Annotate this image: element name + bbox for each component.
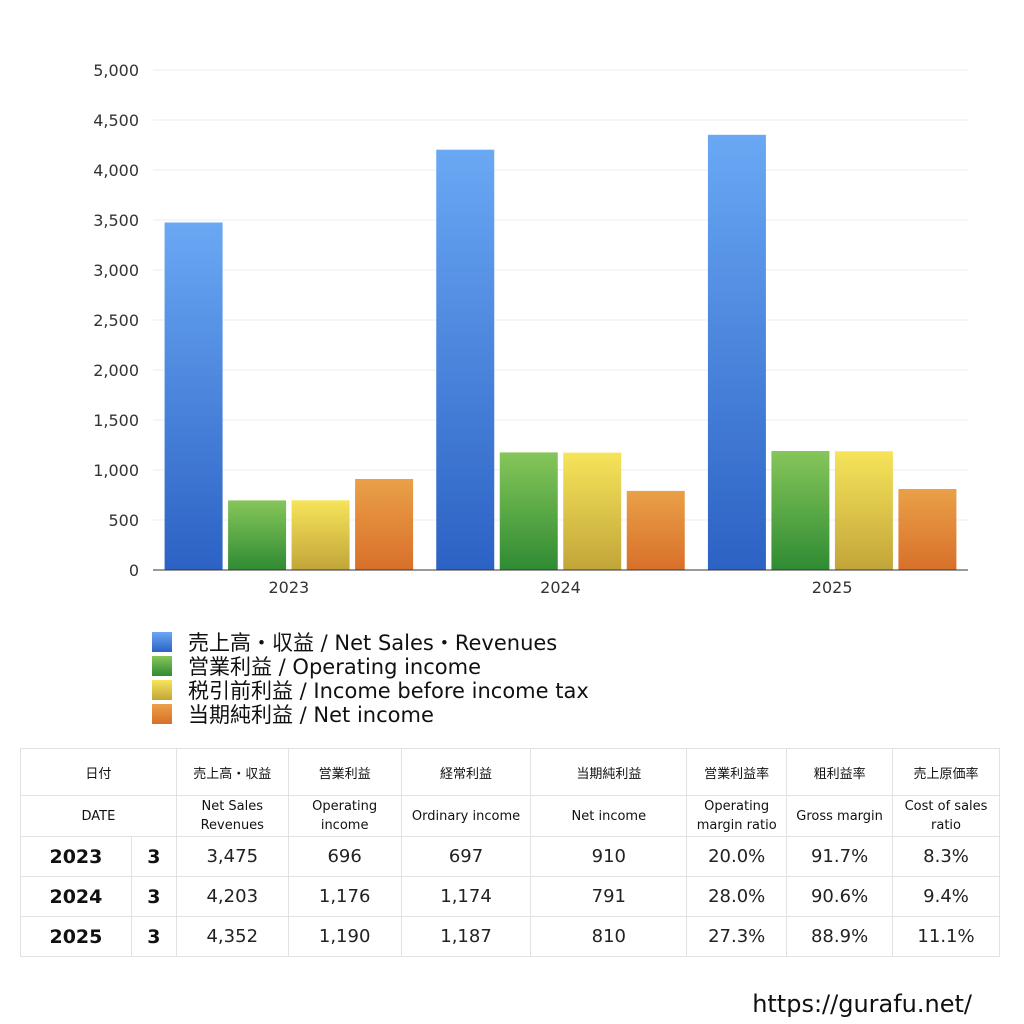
table-header-en: DATE Net Sales Revenues Operating income… [20, 795, 1000, 837]
header-sales-jp: 売上高・収益 [175, 748, 289, 796]
header-ordinary-jp: 経常利益 [400, 748, 532, 796]
y-tick-label: 2,000 [93, 361, 139, 380]
row-year: 2025 [20, 916, 132, 957]
x-tick-label: 2023 [268, 578, 309, 597]
header-gross-margin-en: Gross margin [786, 795, 894, 837]
legend-swatch-operating-income [152, 656, 172, 676]
y-tick-label: 3,500 [93, 211, 139, 230]
row-ordinary: 1,174 [400, 876, 532, 917]
legend-swatch-net-sales [152, 632, 172, 652]
bars [164, 134, 957, 571]
header-operating-jp: 営業利益 [287, 748, 402, 796]
bar-chart: 0 500 1,000 1,500 2,000 2,500 3,000 3,500 4,000 4… [93, 61, 968, 597]
y-axis-ticks: 0 500 1,000 1,500 2,000 2,500 3,000 3,500 4,000 4… [93, 61, 139, 580]
footer-url[interactable]: https://gurafu.net/ [752, 990, 972, 1018]
header-op-margin-jp: 営業利益率 [686, 748, 788, 796]
header-cost-ratio-en: Cost of sales ratio [892, 795, 1000, 837]
bar-2024-series-1 [499, 452, 558, 570]
legend-label-operating-income: 営業利益 / Operating income [188, 655, 482, 679]
bar-2025-series-3 [898, 489, 957, 570]
row-year: 2024 [20, 876, 132, 917]
header-operating-en: Operating income [287, 795, 402, 837]
bar-2023-series-0 [164, 222, 223, 570]
row-gross-margin: 91.7% [786, 836, 894, 877]
legend-swatch-net-income [152, 704, 172, 724]
row-ordinary: 1,187 [400, 916, 532, 957]
table-header-jp: 日付 売上高・収益 営業利益 経常利益 当期純利益 営業利益率 粗利益率 売上原… [20, 748, 1000, 796]
table-row: 2025 3 4,352 1,190 1,187 810 27.3% 88.9%… [20, 916, 1000, 957]
y-tick-label: 1,000 [93, 461, 139, 480]
legend-label-income-before-tax: 税引前利益 / Income before income tax [188, 679, 589, 703]
bar-2025-series-0 [707, 134, 766, 571]
header-sales-en: Net Sales Revenues [175, 795, 289, 837]
row-net: 910 [530, 836, 688, 877]
bar-2024-series-0 [436, 149, 495, 570]
row-net: 791 [530, 876, 688, 917]
y-tick-label: 4,000 [93, 161, 139, 180]
x-tick-label: 2024 [540, 578, 581, 597]
row-op-margin: 28.0% [686, 876, 788, 917]
legend-label-net-income: 当期純利益 / Net income [188, 703, 434, 727]
legend-label-net-sales: 売上高・収益 / Net Sales・Revenues [188, 631, 558, 655]
y-tick-label: 0 [129, 561, 139, 580]
legend-item-net-income: 当期純利益 / Net income [152, 702, 589, 727]
row-gross-margin: 88.9% [786, 916, 894, 957]
row-month: 3 [130, 916, 177, 957]
y-tick-label: 500 [108, 511, 139, 530]
y-tick-label: 3,000 [93, 261, 139, 280]
row-operating: 1,176 [287, 876, 402, 917]
x-tick-label: 2025 [812, 578, 853, 597]
x-axis-ticks: 2023 2024 2025 [268, 578, 852, 597]
row-cost-ratio: 11.1% [892, 916, 1000, 957]
row-op-margin: 27.3% [686, 916, 788, 957]
row-sales: 4,203 [175, 876, 289, 917]
row-gross-margin: 90.6% [786, 876, 894, 917]
row-op-margin: 20.0% [686, 836, 788, 877]
financial-table: 日付 売上高・収益 営業利益 経常利益 当期純利益 営業利益率 粗利益率 売上原… [20, 748, 1000, 957]
bar-2024-series-3 [626, 490, 685, 570]
row-net: 810 [530, 916, 688, 957]
row-operating: 1,190 [287, 916, 402, 957]
legend-item-income-before-tax: 税引前利益 / Income before income tax [152, 678, 589, 703]
row-sales: 3,475 [175, 836, 289, 877]
header-op-margin-en: Operating margin ratio [686, 795, 788, 837]
bar-2024-series-2 [563, 452, 622, 570]
legend-item-net-sales: 売上高・収益 / Net Sales・Revenues [152, 630, 589, 655]
row-cost-ratio: 8.3% [892, 836, 1000, 877]
row-cost-ratio: 9.4% [892, 876, 1000, 917]
row-ordinary: 697 [400, 836, 532, 877]
grid-lines [153, 69, 968, 521]
header-date-jp: 日付 [20, 748, 177, 796]
table-row: 2024 3 4,203 1,176 1,174 791 28.0% 90.6%… [20, 876, 1000, 917]
legend: 売上高・収益 / Net Sales・Revenues 営業利益 / Opera… [152, 630, 589, 727]
row-sales: 4,352 [175, 916, 289, 957]
header-date-en: DATE [20, 795, 177, 837]
bar-2025-series-1 [771, 451, 830, 570]
y-tick-label: 1,500 [93, 411, 139, 430]
bar-2025-series-2 [834, 451, 893, 570]
bar-2023-series-2 [291, 500, 350, 570]
bar-2023-series-1 [228, 500, 287, 570]
row-year: 2023 [20, 836, 132, 877]
header-net-en: Net income [530, 795, 688, 837]
bar-2023-series-3 [355, 479, 414, 570]
row-month: 3 [130, 876, 177, 917]
header-ordinary-en: Ordinary income [400, 795, 532, 837]
legend-item-operating-income: 営業利益 / Operating income [152, 654, 589, 679]
y-tick-label: 5,000 [93, 61, 139, 80]
y-tick-label: 4,500 [93, 111, 139, 130]
header-net-jp: 当期純利益 [530, 748, 688, 796]
row-operating: 696 [287, 836, 402, 877]
y-tick-label: 2,500 [93, 311, 139, 330]
legend-swatch-income-before-tax [152, 680, 172, 700]
row-month: 3 [130, 836, 177, 877]
header-cost-ratio-jp: 売上原価率 [892, 748, 1000, 796]
table-row: 2023 3 3,475 696 697 910 20.0% 91.7% 8.3… [20, 836, 1000, 877]
header-gross-margin-jp: 粗利益率 [786, 748, 894, 796]
